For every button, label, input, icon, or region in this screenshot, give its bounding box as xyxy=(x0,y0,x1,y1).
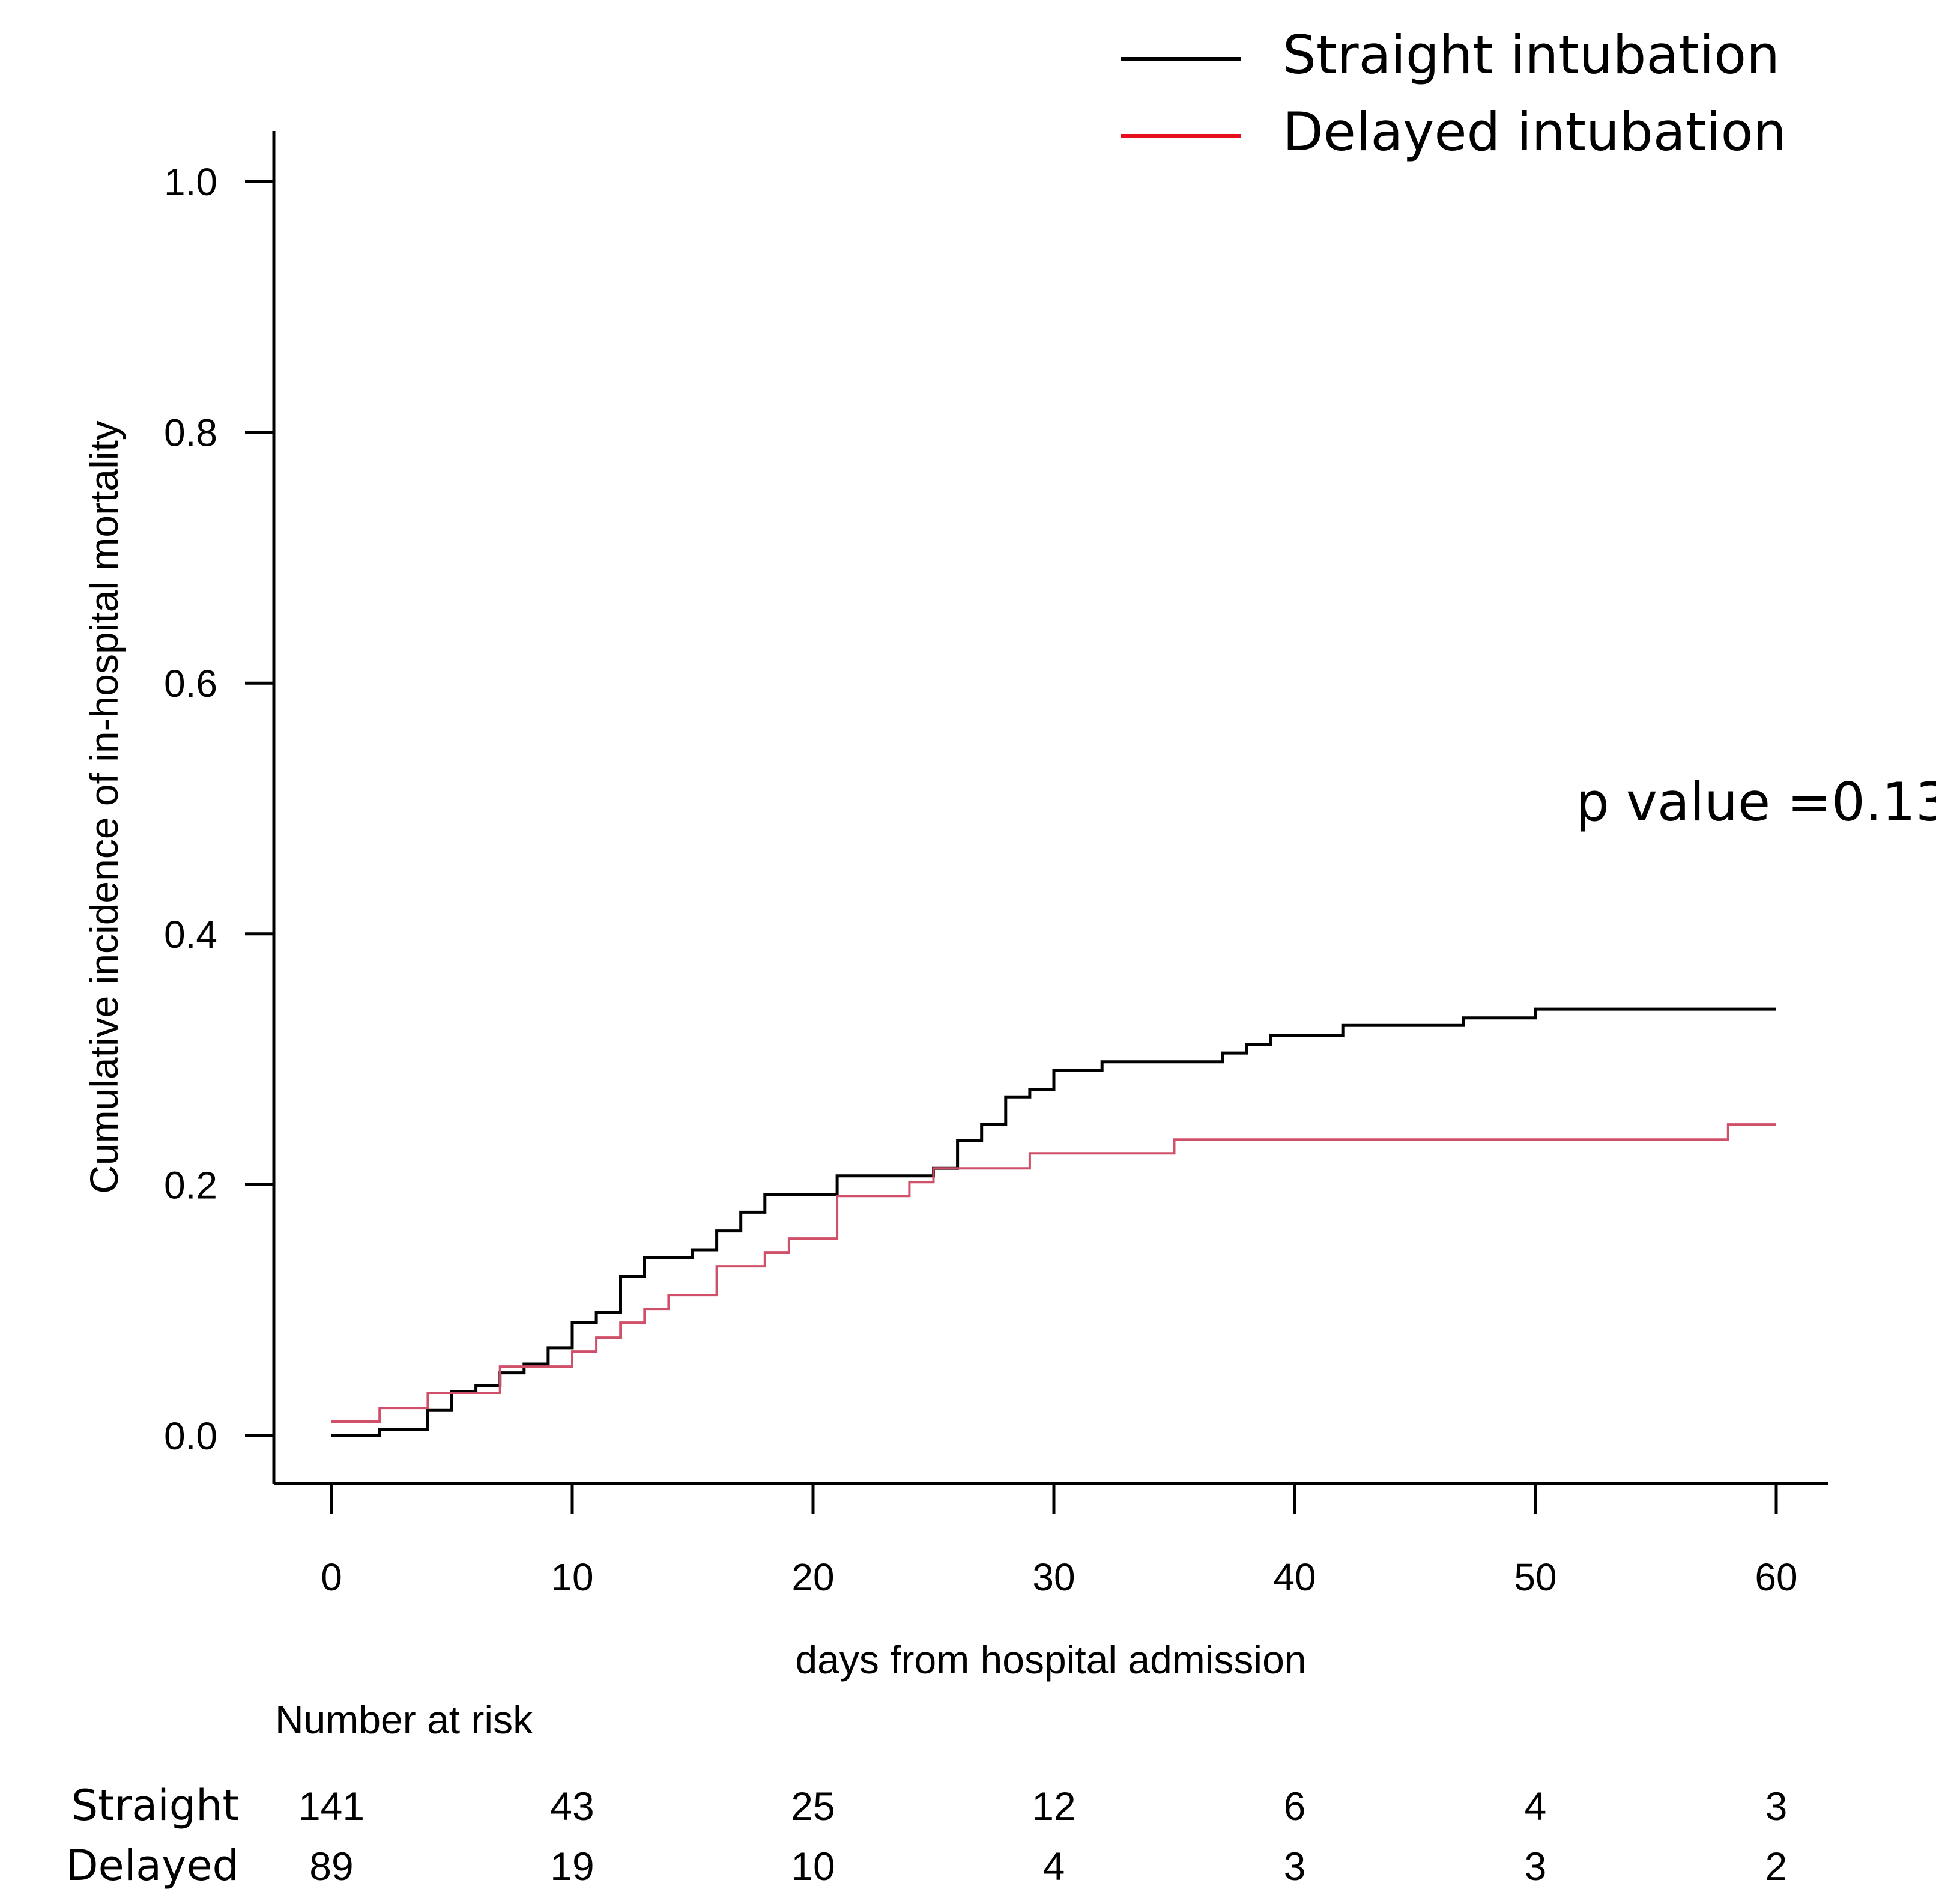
legend-label-straight: Straight intubation xyxy=(1283,24,1780,86)
series-layer xyxy=(331,1007,1776,1437)
y-tick-label: 0.0 xyxy=(164,1414,217,1458)
y-tick-label: 0.2 xyxy=(164,1163,217,1207)
x-tick-label: 20 xyxy=(791,1556,834,1599)
y-tick-label: 0.8 xyxy=(164,411,217,455)
risk-row-label-delayed: Delayed xyxy=(66,1841,239,1890)
risk-value-straight: 43 xyxy=(550,1784,594,1828)
risk-value-delayed: 10 xyxy=(791,1844,835,1888)
legend-label-delayed: Delayed intubation xyxy=(1283,101,1786,163)
risk-value-straight: 4 xyxy=(1525,1784,1547,1828)
legend: Straight intubation Delayed intubation xyxy=(1121,24,1786,163)
risk-value-straight: 3 xyxy=(1765,1784,1788,1828)
series-line-delayed-intubation xyxy=(331,1123,1776,1423)
risk-value-delayed: 3 xyxy=(1525,1844,1547,1888)
p-value-annotation: p value =0.13 xyxy=(1576,771,1936,833)
y-axis-ticks: 0.0 0.2 0.4 0.6 0.8 1.0 xyxy=(164,160,274,1458)
risk-table-title: Number at risk xyxy=(275,1697,533,1742)
y-tick-label: 0.6 xyxy=(164,662,217,705)
y-tick-label: 1.0 xyxy=(164,160,217,204)
risk-table-values: 141 43 25 12 6 4 389 19 10 4 3 3 2 xyxy=(298,1784,1787,1888)
risk-value-delayed: 2 xyxy=(1765,1844,1788,1888)
risk-value-straight: 6 xyxy=(1284,1784,1306,1828)
series-line-straight-intubation xyxy=(331,1007,1776,1437)
x-tick-label: 10 xyxy=(551,1556,593,1599)
risk-row-label-straight: Straight xyxy=(71,1781,239,1830)
risk-value-straight: 12 xyxy=(1032,1784,1075,1828)
x-axis-title: days from hospital admission xyxy=(795,1637,1306,1682)
x-tick-label: 30 xyxy=(1032,1556,1075,1599)
y-axis-title: Cumulative incidence of in-hospital mort… xyxy=(82,420,126,1194)
x-tick-label: 50 xyxy=(1514,1556,1556,1599)
x-axis-ticks: 0 10 20 30 40 50 60 xyxy=(321,1484,1798,1599)
x-tick-label: 0 xyxy=(321,1556,342,1599)
risk-value-delayed: 3 xyxy=(1284,1844,1306,1888)
x-tick-label: 60 xyxy=(1755,1556,1797,1599)
risk-value-straight: 25 xyxy=(791,1784,835,1828)
risk-value-delayed: 89 xyxy=(309,1844,353,1888)
risk-value-delayed: 4 xyxy=(1043,1844,1065,1888)
x-tick-label: 40 xyxy=(1273,1556,1316,1599)
y-tick-label: 0.4 xyxy=(164,913,217,956)
risk-value-delayed: 19 xyxy=(550,1844,594,1888)
risk-value-straight: 141 xyxy=(298,1784,365,1828)
